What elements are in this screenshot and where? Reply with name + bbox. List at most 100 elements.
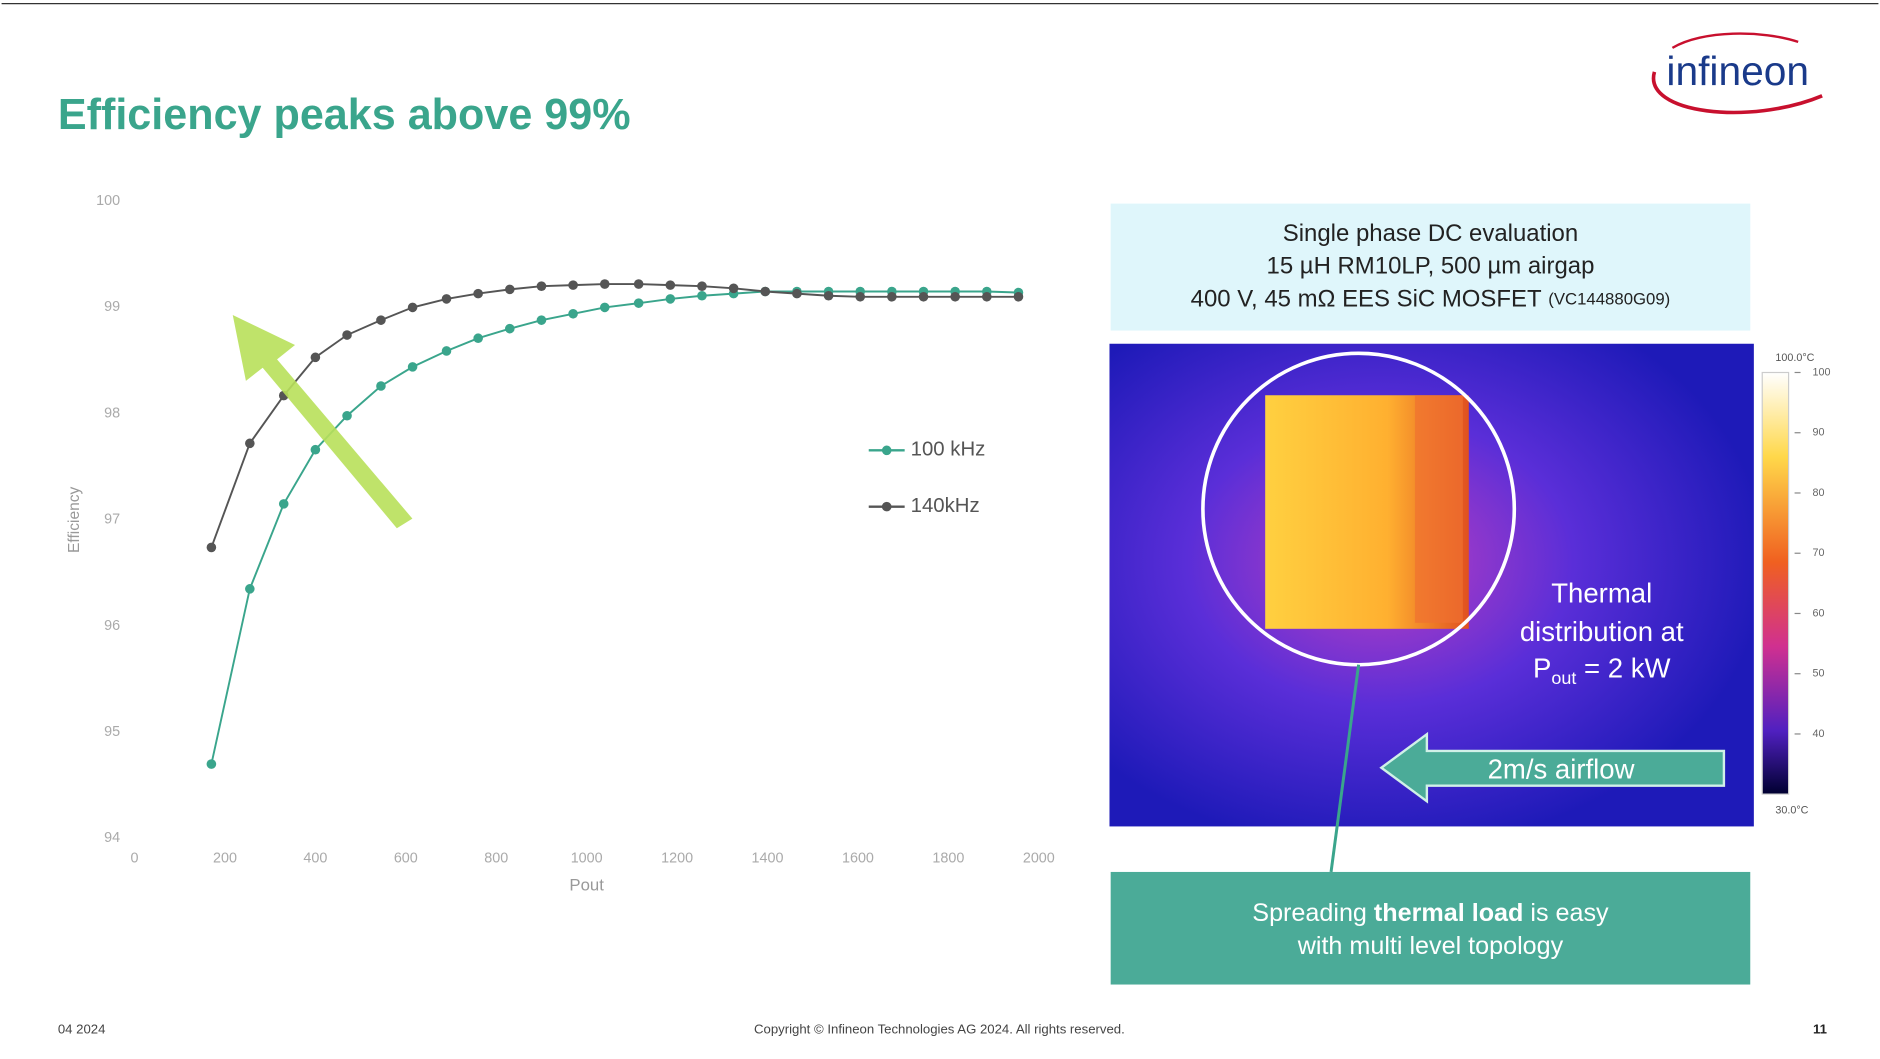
y-tick-label: 97 (104, 512, 120, 528)
point (441, 346, 452, 356)
point (887, 292, 897, 302)
point (599, 302, 610, 313)
info-box (1110, 203, 1751, 331)
trend-arrow (232, 315, 413, 529)
point (536, 281, 547, 291)
x-tick-label: 1800 (932, 851, 964, 867)
callout-line (1329, 664, 1361, 873)
callout-box (1110, 871, 1751, 985)
point (310, 352, 321, 363)
scale: 100 90 80 70 60 50 40 (1794, 366, 1831, 740)
x-axis-label: Pout (569, 876, 604, 895)
thermal-caption: Pout = 2 kW (1533, 653, 1670, 688)
point (310, 444, 321, 455)
scale-label: 80 (1813, 487, 1825, 499)
footer-copyright: Copyright © Infineon Technologies AG 202… (754, 1022, 1125, 1037)
x-tick-label: 600 (394, 851, 418, 867)
info-line: Single phase DC evaluation (1283, 220, 1578, 247)
callout-b: thermal load (1374, 899, 1523, 927)
p: P (1533, 653, 1551, 684)
point (407, 362, 418, 372)
airflow-label: 2m/s airflow (1488, 754, 1635, 785)
point (473, 333, 483, 344)
y-tick-label: 99 (104, 299, 120, 315)
y-tick-label: 94 (104, 830, 120, 846)
logo-swoosh (1671, 32, 1799, 49)
point (342, 330, 352, 340)
point (950, 292, 960, 302)
point (697, 281, 707, 291)
point (760, 286, 771, 297)
airflow-arrow (1379, 731, 1726, 804)
point (728, 283, 739, 294)
x-tick-label: 1000 (571, 851, 603, 867)
info-line: 400 V, 45 mΩ EES SiC MOSFET (VC144880G09… (1191, 286, 1671, 313)
series-line (210, 283, 1019, 548)
point (278, 499, 289, 509)
scale-label: 60 (1813, 607, 1825, 619)
scale-top: 100.0°C (1775, 352, 1814, 364)
x-tick-label: 400 (303, 851, 327, 867)
point (568, 308, 578, 319)
title: Efficiency peaks above 99% (58, 91, 631, 139)
footer-page: 11 (1813, 1022, 1827, 1037)
point (568, 280, 578, 290)
point (823, 290, 834, 301)
point (505, 323, 515, 334)
point (665, 294, 676, 304)
part-number: (VC144880G09) (1548, 290, 1670, 309)
x-tick-label: 1600 (842, 851, 874, 867)
legend-label: 140kHz (911, 495, 980, 517)
scale-label: 90 (1813, 427, 1825, 439)
x-tick-label: 1200 (661, 851, 693, 867)
series-line (210, 290, 1019, 765)
point (206, 542, 217, 553)
point (697, 290, 707, 301)
point (342, 410, 352, 421)
point (792, 288, 802, 299)
point (665, 280, 676, 290)
p-sub: out (1551, 668, 1576, 688)
point (599, 279, 610, 289)
y-tick-label: 100 (96, 193, 120, 209)
logo: infineon (1666, 48, 1809, 94)
callout-a: Spreading (1252, 899, 1374, 927)
x-tick-label: 200 (213, 851, 237, 867)
x-tick-label: 0 (131, 851, 139, 867)
thermal-caption: Thermal (1551, 578, 1652, 609)
x-tick-label: 800 (484, 851, 508, 867)
y-tick-label: 96 (104, 618, 120, 634)
legend-label: 100 kHz (911, 439, 986, 461)
point (505, 284, 515, 295)
p-eq: = 2 kW (1576, 653, 1670, 684)
callout-text: Spreading thermal load is easy (1252, 899, 1609, 927)
point (855, 292, 866, 302)
callout-c: is easy (1523, 899, 1609, 927)
legend-marker (881, 501, 892, 512)
point (245, 584, 255, 594)
y-tick-label: 98 (104, 405, 120, 421)
callout-text: with multi level topology (1297, 932, 1564, 960)
legend-marker (881, 445, 892, 456)
point (1013, 292, 1024, 302)
point (473, 288, 483, 299)
scale-bottom: 30.0°C (1775, 805, 1808, 817)
point (376, 381, 386, 391)
point (245, 438, 255, 449)
logo-swoosh (1651, 71, 1823, 115)
scale-label: 40 (1813, 728, 1825, 740)
color-bar (1761, 371, 1790, 795)
point (633, 279, 644, 289)
x-tick-label: 2000 (1023, 851, 1055, 867)
point (376, 315, 386, 325)
thermal-caption: distribution at (1520, 616, 1684, 647)
point (536, 315, 547, 325)
y-axis-label: Efficiency (66, 486, 83, 553)
point (918, 292, 929, 302)
point (441, 294, 452, 304)
info-line: 15 µH RM10LP, 500 µm airgap (1267, 252, 1595, 279)
y-tick-label: 95 (104, 724, 120, 740)
hot-board (1414, 395, 1463, 623)
